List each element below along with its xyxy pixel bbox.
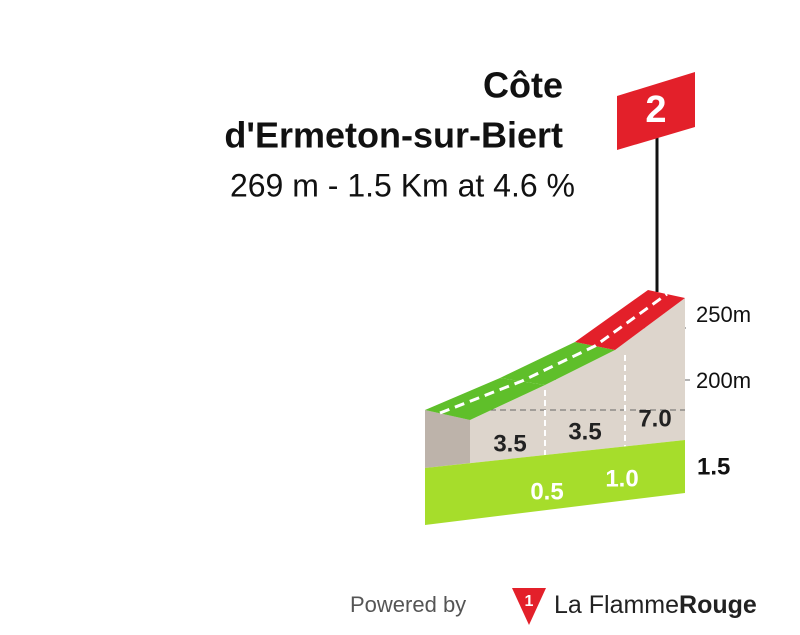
flag bbox=[617, 72, 695, 150]
gradient: 3.5 bbox=[493, 430, 526, 457]
profile-face bbox=[425, 298, 685, 468]
brand-bold: Rouge bbox=[679, 591, 757, 619]
profile-side bbox=[425, 410, 470, 468]
logo-mark: 1 bbox=[525, 593, 534, 610]
elevation-label: 250m bbox=[696, 302, 751, 327]
segment-top bbox=[425, 378, 545, 420]
brand: La FlammeRouge bbox=[554, 591, 757, 619]
subtitle: 269 m - 1.5 Km at 4.6 % bbox=[230, 167, 575, 203]
gradient: 3.5 bbox=[568, 418, 601, 445]
title-line2: d'Ermeton-sur-Biert bbox=[224, 115, 563, 156]
km-mark: 0.5 bbox=[530, 478, 563, 505]
elevation-label: 200m bbox=[696, 368, 751, 393]
brand-light: La Flamme bbox=[554, 591, 679, 619]
km-mark: 1.5 bbox=[697, 453, 730, 480]
centerline bbox=[439, 292, 668, 415]
powered-by: Powered by bbox=[350, 592, 466, 617]
segment-top bbox=[500, 342, 615, 385]
title-line1: Côte bbox=[483, 65, 563, 106]
logo-icon bbox=[512, 588, 546, 625]
gradient: 7.0 bbox=[638, 405, 671, 432]
category: 2 bbox=[645, 89, 666, 131]
profile-base bbox=[425, 440, 685, 525]
km-mark: 1.0 bbox=[605, 465, 638, 492]
